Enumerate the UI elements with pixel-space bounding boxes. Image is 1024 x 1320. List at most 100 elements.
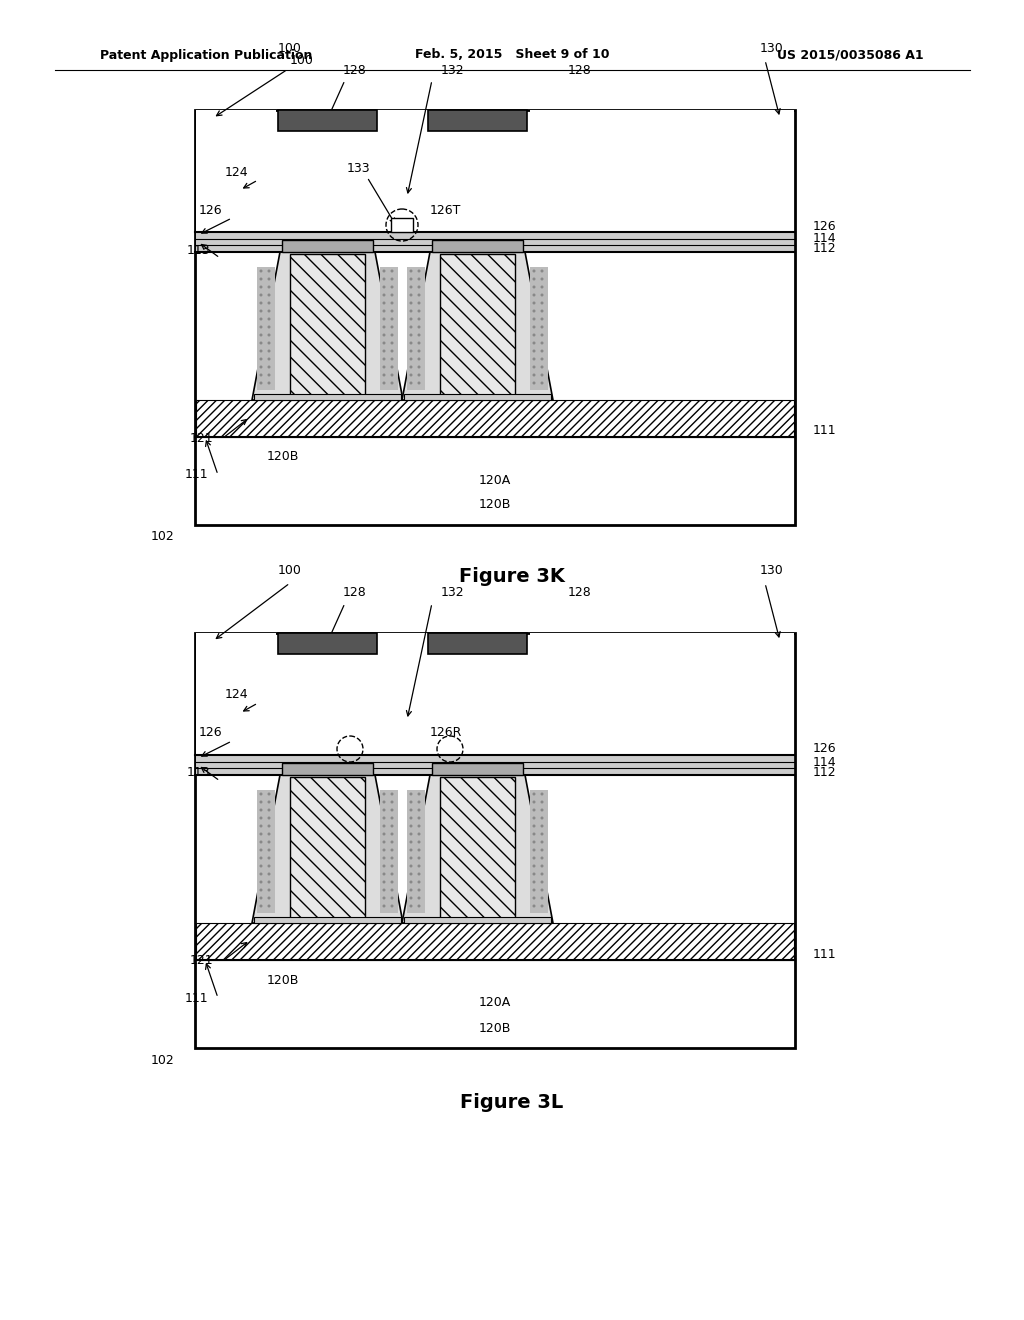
Circle shape bbox=[541, 358, 544, 360]
Circle shape bbox=[532, 873, 536, 875]
Circle shape bbox=[541, 873, 544, 875]
Bar bbox=[380, 789, 398, 913]
Circle shape bbox=[259, 904, 262, 908]
Bar bbox=[196, 923, 794, 960]
Text: 124: 124 bbox=[224, 165, 248, 178]
Bar bbox=[196, 634, 276, 755]
Circle shape bbox=[418, 841, 421, 843]
Circle shape bbox=[267, 808, 270, 812]
Circle shape bbox=[532, 301, 536, 305]
Bar bbox=[282, 763, 373, 775]
Circle shape bbox=[259, 293, 262, 297]
Circle shape bbox=[532, 269, 536, 272]
Circle shape bbox=[418, 269, 421, 272]
Text: US 2015/0035086 A1: US 2015/0035086 A1 bbox=[777, 49, 924, 62]
Text: 126R: 126R bbox=[430, 726, 463, 739]
Circle shape bbox=[267, 792, 270, 796]
Circle shape bbox=[541, 309, 544, 313]
Bar bbox=[428, 110, 527, 131]
Circle shape bbox=[390, 285, 393, 289]
Circle shape bbox=[267, 366, 270, 368]
Circle shape bbox=[410, 381, 413, 384]
Text: 114: 114 bbox=[813, 232, 837, 246]
Circle shape bbox=[390, 293, 393, 297]
Circle shape bbox=[541, 896, 544, 899]
Circle shape bbox=[410, 326, 413, 329]
Circle shape bbox=[532, 825, 536, 828]
Circle shape bbox=[532, 309, 536, 313]
Circle shape bbox=[532, 817, 536, 820]
Circle shape bbox=[541, 808, 544, 812]
Circle shape bbox=[267, 873, 270, 875]
Circle shape bbox=[418, 849, 421, 851]
Circle shape bbox=[390, 833, 393, 836]
Circle shape bbox=[267, 833, 270, 836]
Circle shape bbox=[541, 285, 544, 289]
Text: 128: 128 bbox=[343, 63, 367, 77]
Circle shape bbox=[390, 309, 393, 313]
Text: Patent Application Publication: Patent Application Publication bbox=[100, 49, 312, 62]
Circle shape bbox=[259, 873, 262, 875]
Circle shape bbox=[418, 350, 421, 352]
Circle shape bbox=[532, 880, 536, 883]
Circle shape bbox=[541, 825, 544, 828]
Circle shape bbox=[383, 904, 385, 908]
Circle shape bbox=[267, 342, 270, 345]
Circle shape bbox=[418, 277, 421, 281]
Text: 111: 111 bbox=[184, 991, 208, 1005]
Circle shape bbox=[383, 873, 385, 875]
Circle shape bbox=[259, 833, 262, 836]
Circle shape bbox=[418, 904, 421, 908]
Circle shape bbox=[541, 800, 544, 804]
Text: 111: 111 bbox=[184, 469, 208, 482]
Circle shape bbox=[383, 326, 385, 329]
Bar bbox=[377, 634, 428, 755]
Circle shape bbox=[418, 896, 421, 899]
Circle shape bbox=[267, 326, 270, 329]
Circle shape bbox=[259, 318, 262, 321]
Circle shape bbox=[418, 326, 421, 329]
Circle shape bbox=[383, 880, 385, 883]
Circle shape bbox=[532, 808, 536, 812]
Text: 132: 132 bbox=[440, 63, 464, 77]
Circle shape bbox=[410, 342, 413, 345]
Text: 130: 130 bbox=[760, 41, 784, 54]
Circle shape bbox=[390, 865, 393, 867]
Text: 100: 100 bbox=[279, 41, 302, 54]
Bar bbox=[432, 763, 523, 775]
Bar bbox=[278, 110, 377, 131]
Circle shape bbox=[410, 873, 413, 875]
Circle shape bbox=[541, 888, 544, 891]
Circle shape bbox=[267, 841, 270, 843]
Circle shape bbox=[259, 857, 262, 859]
Circle shape bbox=[532, 285, 536, 289]
Circle shape bbox=[383, 817, 385, 820]
Circle shape bbox=[390, 857, 393, 859]
Circle shape bbox=[259, 342, 262, 345]
Bar bbox=[282, 240, 373, 252]
Circle shape bbox=[383, 825, 385, 828]
Circle shape bbox=[390, 849, 393, 851]
Circle shape bbox=[418, 800, 421, 804]
Circle shape bbox=[541, 857, 544, 859]
Text: 102: 102 bbox=[152, 1053, 175, 1067]
Circle shape bbox=[383, 318, 385, 321]
Circle shape bbox=[390, 374, 393, 376]
Bar bbox=[407, 789, 425, 913]
Circle shape bbox=[541, 277, 544, 281]
Circle shape bbox=[259, 792, 262, 796]
Circle shape bbox=[418, 825, 421, 828]
Circle shape bbox=[390, 350, 393, 352]
Circle shape bbox=[267, 896, 270, 899]
Circle shape bbox=[267, 857, 270, 859]
Circle shape bbox=[541, 269, 544, 272]
Bar bbox=[196, 110, 276, 232]
Circle shape bbox=[383, 277, 385, 281]
Text: 112: 112 bbox=[813, 766, 837, 779]
Circle shape bbox=[418, 880, 421, 883]
Text: 113: 113 bbox=[186, 767, 210, 780]
Circle shape bbox=[532, 277, 536, 281]
Circle shape bbox=[390, 817, 393, 820]
Circle shape bbox=[383, 857, 385, 859]
Text: 112: 112 bbox=[813, 243, 837, 256]
